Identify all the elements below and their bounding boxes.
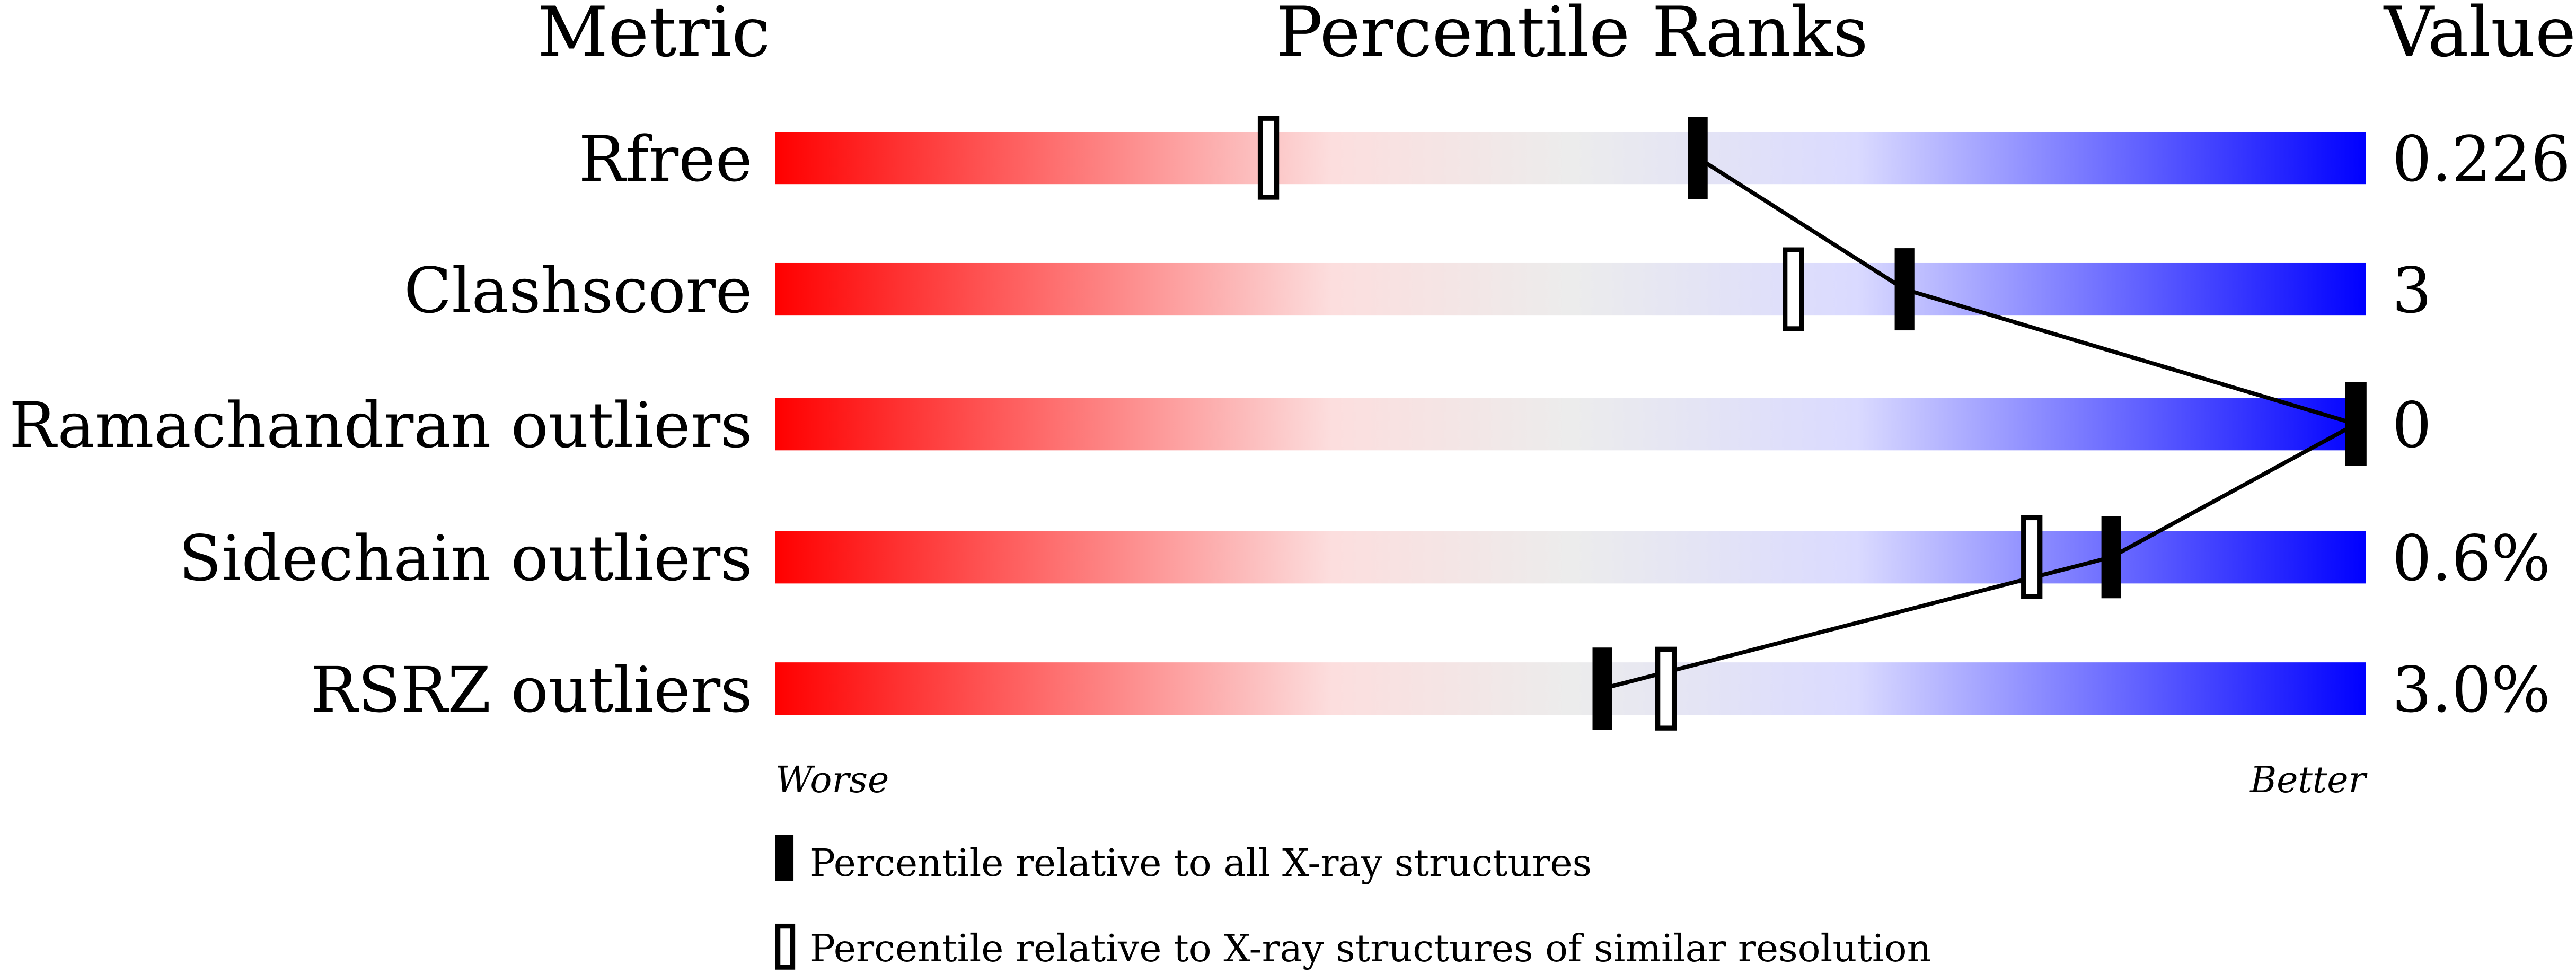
legend-label-all: Percentile relative to all X-ray structu… [810,841,1592,885]
percentile-bar [775,132,2366,185]
metric-label: Sidechain outliers [179,522,752,595]
metric-label: Ramachandran outliers [9,389,752,462]
metric-value: 0.6% [2392,522,2551,595]
marker-all-structures [1688,117,1708,199]
marker-similar-resolution [1655,646,1677,731]
legend-label-similar: Percentile relative to X-ray structures … [810,926,1931,970]
header-percentile-ranks: Percentile Ranks [1276,0,1868,72]
percentile-bar [775,531,2366,584]
metric-label: RSRZ outliers [311,654,752,726]
marker-all-structures [1592,647,1612,730]
axis-label-better: Better [2249,759,2368,801]
marker-similar-resolution [1257,116,1280,200]
marker-similar-resolution [1783,247,1804,331]
percentile-bar [775,662,2366,715]
metric-value: 3.0% [2392,654,2551,726]
legend-open-marker-icon [775,923,796,970]
axis-label-worse: Worse [775,759,889,801]
marker-all-structures [1894,248,1915,331]
header-value: Value [2383,0,2576,72]
percentile-bar [775,398,2366,451]
header-metric: Metric [537,0,770,72]
metric-value: 3 [2392,255,2432,327]
metric-label: Clashscore [404,255,753,327]
legend-filled-marker-icon [775,835,794,881]
percentile-bar [775,262,2366,316]
metric-value: 0.226 [2392,123,2571,196]
marker-all-structures [2346,383,2366,466]
marker-all-structures [2101,516,2121,599]
metric-label: Rfree [579,123,753,196]
marker-similar-resolution [2021,515,2043,599]
metric-value: 0 [2392,389,2432,462]
